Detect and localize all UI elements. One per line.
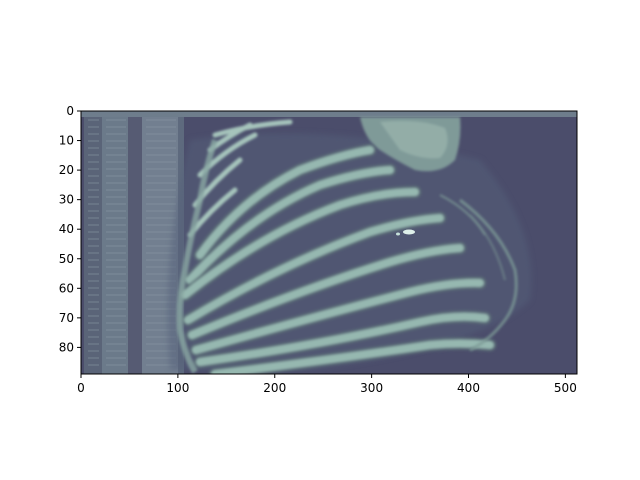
- y-tick-label: 20: [59, 163, 74, 177]
- x-tick-label: 500: [554, 381, 577, 395]
- y-tick-label: 10: [59, 134, 74, 148]
- x-tick-label: 100: [166, 381, 189, 395]
- y-axis: 0 10 20 30 40 50 60 70 80: [59, 104, 81, 354]
- y-tick-label: 50: [59, 252, 74, 266]
- x-axis: 0 100 200 300 400 500: [77, 374, 577, 395]
- highlight-spot: [396, 229, 415, 236]
- rib: [181, 188, 419, 299]
- rib-fragment: [212, 119, 293, 138]
- outer-contour: [439, 194, 518, 352]
- rib: [192, 278, 484, 354]
- rib: [184, 214, 444, 324]
- x-tick-label: 300: [360, 381, 383, 395]
- rib-cage: [176, 119, 497, 374]
- rib: [211, 339, 494, 374]
- spine-edge: [176, 139, 218, 374]
- x-tick-label: 400: [457, 381, 480, 395]
- ct-scan-image: [81, 111, 577, 374]
- x-tick-label: 0: [77, 381, 85, 395]
- y-tick-label: 70: [59, 311, 74, 325]
- axes-frame: [80, 110, 578, 375]
- y-tick-label: 80: [59, 340, 74, 354]
- organ-blob: [360, 117, 461, 172]
- x-tick-label: 200: [263, 381, 286, 395]
- y-tick-label: 60: [59, 281, 74, 295]
- rib: [196, 312, 489, 366]
- rib: [186, 166, 394, 284]
- rib: [188, 244, 464, 339]
- y-tick-label: 30: [59, 193, 74, 207]
- y-tick-label: 0: [66, 104, 74, 118]
- rib: [196, 146, 374, 259]
- y-tick-label: 40: [59, 222, 74, 236]
